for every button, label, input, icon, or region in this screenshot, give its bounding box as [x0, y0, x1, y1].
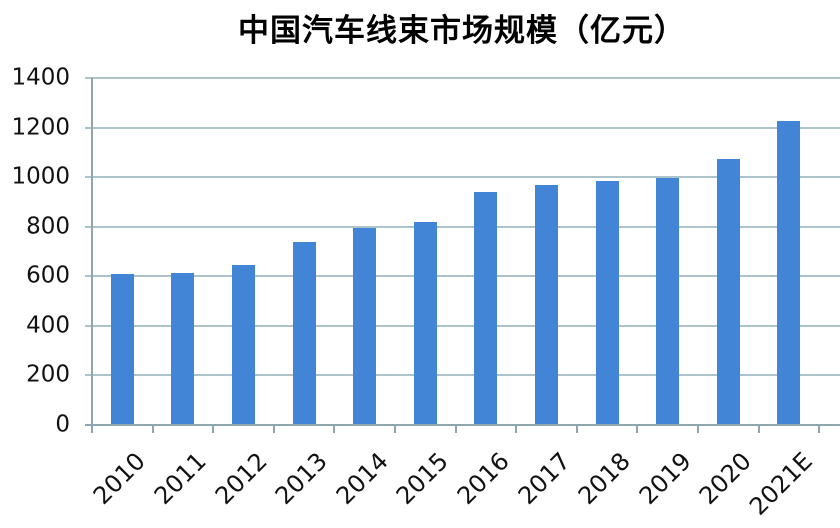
- gridline: [85, 324, 840, 327]
- y-tick-label: 1000: [11, 163, 70, 190]
- bar: [413, 221, 437, 425]
- x-tick-mark: [575, 425, 578, 433]
- y-tick-label: 600: [26, 262, 70, 289]
- bar: [171, 272, 195, 425]
- gridline: [85, 225, 840, 228]
- y-tick-label: 1200: [11, 114, 70, 141]
- x-tick-mark: [757, 425, 760, 433]
- gridline: [85, 176, 840, 179]
- y-tick-label: 1400: [11, 64, 70, 91]
- bar: [716, 158, 740, 425]
- bar: [535, 184, 558, 425]
- x-tick-mark: [515, 425, 518, 433]
- x-axis-line: [85, 424, 840, 426]
- x-tick-mark: [212, 425, 215, 433]
- y-tick-label: 200: [26, 361, 70, 388]
- bar: [595, 180, 619, 425]
- x-tick-mark: [454, 425, 457, 433]
- x-tick-mark: [151, 425, 154, 433]
- x-tick-mark: [636, 425, 639, 433]
- y-tick-label: 400: [26, 312, 70, 339]
- bar: [292, 241, 316, 425]
- x-tick-mark: [333, 425, 336, 433]
- x-tick-mark: [818, 425, 821, 433]
- gridline: [85, 275, 840, 278]
- x-tick-mark: [394, 425, 396, 433]
- y-axis-line: [91, 78, 93, 433]
- y-tick-label: 0: [55, 411, 70, 438]
- gridline: [85, 77, 840, 79]
- x-tick-mark: [697, 425, 699, 433]
- x-tick-mark: [272, 425, 275, 433]
- bar: [474, 192, 498, 425]
- gridline: [85, 374, 840, 377]
- bar: [110, 273, 134, 425]
- bar: [777, 121, 801, 425]
- bar: [232, 265, 255, 425]
- chart-title: 中国汽车线束市场规模（亿元）: [238, 13, 686, 49]
- gridline: [85, 126, 840, 129]
- y-tick-label: 800: [26, 213, 70, 240]
- bar: [353, 227, 377, 425]
- bar: [656, 178, 680, 425]
